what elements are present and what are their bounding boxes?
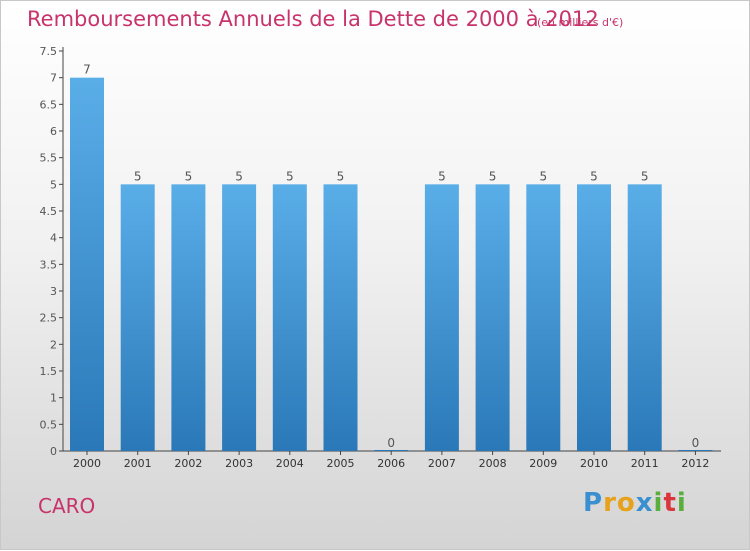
x-tick-label: 2012 (681, 457, 709, 470)
bar (627, 184, 662, 452)
commune-name: CARO (38, 494, 96, 518)
y-tick-label: 5.5 (40, 152, 58, 165)
bar (70, 77, 104, 452)
bar (171, 184, 206, 452)
x-tick-label: 2008 (479, 457, 507, 470)
logo-letter: r (603, 488, 617, 518)
data-label: 5 (438, 169, 446, 183)
bar (222, 184, 257, 452)
data-label: 0 (692, 436, 700, 450)
bar (323, 184, 358, 452)
y-tick-label: 6.5 (40, 98, 58, 111)
y-tick-label: 7 (50, 72, 57, 85)
y-tick-label: 4 (50, 232, 57, 245)
data-label: 5 (539, 169, 547, 183)
logo-letter: o (616, 488, 636, 518)
data-label: 7 (83, 63, 91, 77)
data-label: 5 (134, 169, 142, 183)
logo-letter: x (635, 488, 654, 518)
chart-title: Remboursements Annuels de la Dette de 20… (27, 7, 599, 31)
logo-letter: i (653, 488, 664, 518)
data-label: 5 (337, 169, 345, 183)
data-label: 5 (641, 169, 649, 183)
x-tick-label: 2000 (73, 457, 101, 470)
proxiti-logo: Proxiti (583, 488, 687, 518)
y-tick-label: 1 (50, 392, 57, 405)
data-label: 5 (489, 169, 497, 183)
logo-letter: t (663, 488, 677, 518)
data-label: 5 (286, 169, 294, 183)
y-tick-label: 4.5 (40, 205, 58, 218)
y-tick-label: 5 (50, 178, 57, 191)
y-tick-label: 1.5 (40, 365, 58, 378)
y-tick-label: 3.5 (40, 258, 58, 271)
data-label: 5 (590, 169, 598, 183)
y-tick-label: 2.5 (40, 312, 58, 325)
bar (374, 450, 409, 451)
x-tick-label: 2001 (124, 457, 152, 470)
x-tick-label: 2007 (428, 457, 456, 470)
x-tick-label: 2005 (327, 457, 355, 470)
chart-subtitle: (en milliers d'€) (537, 16, 624, 29)
bar (120, 184, 155, 452)
y-tick-label: 2 (50, 338, 57, 351)
x-tick-label: 2011 (631, 457, 659, 470)
bar (475, 184, 510, 452)
y-tick-label: 3 (50, 285, 57, 298)
y-tick-label: 7.5 (40, 45, 58, 58)
logo-letter: P (583, 488, 604, 518)
y-tick-label: 0.5 (40, 418, 58, 431)
x-tick-label: 2010 (580, 457, 608, 470)
bar (678, 450, 713, 451)
data-label: 5 (185, 169, 193, 183)
x-tick-label: 2002 (174, 457, 202, 470)
x-tick-label: 2006 (377, 457, 405, 470)
y-tick-label: 6 (50, 125, 57, 138)
x-tick-label: 2004 (276, 457, 304, 470)
bar (526, 184, 561, 452)
data-label: 5 (235, 169, 243, 183)
x-tick-label: 2009 (529, 457, 557, 470)
data-label: 0 (387, 436, 395, 450)
logo-letter: i (676, 488, 687, 518)
x-tick-label: 2003 (225, 457, 253, 470)
bar (577, 184, 611, 452)
y-tick-label: 0 (50, 445, 57, 458)
bar (272, 184, 307, 452)
bar (424, 184, 459, 452)
